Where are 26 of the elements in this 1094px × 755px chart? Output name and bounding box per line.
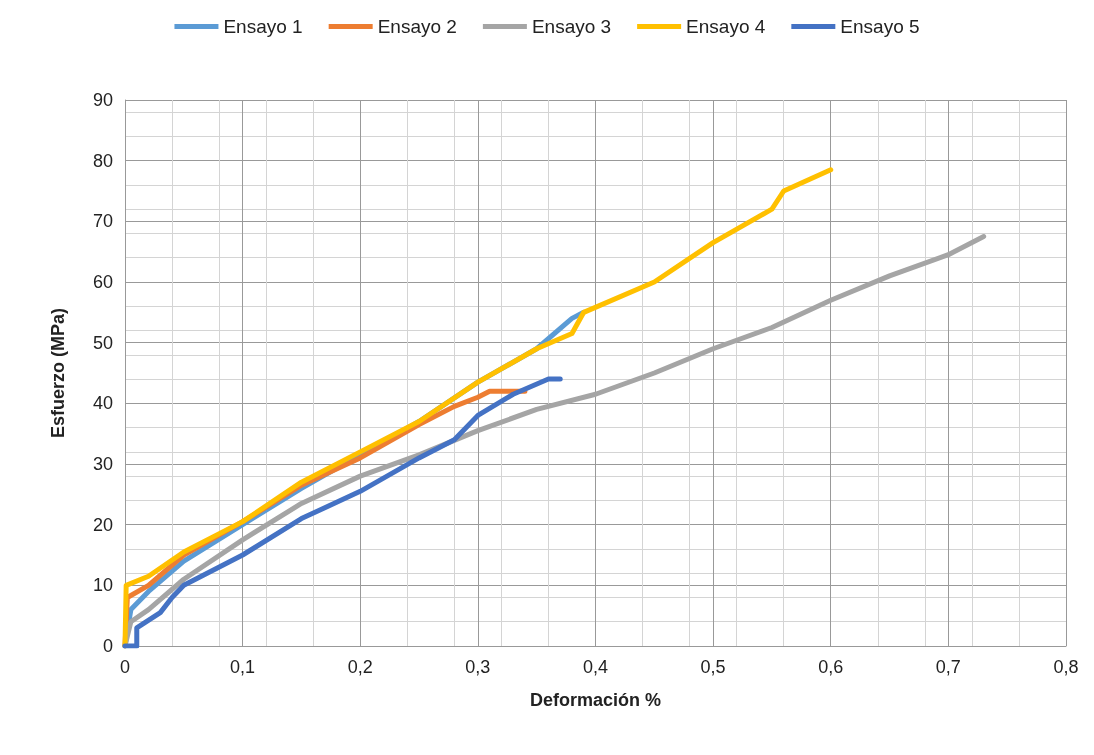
legend-label: Ensayo 3 (531, 16, 612, 37)
y-tick-label: 20 (92, 514, 113, 535)
x-tick-label: 0,8 (1053, 657, 1079, 677)
y-tick-label: 40 (92, 393, 113, 414)
y-axis-title: Esfuerzo (MPa) (48, 307, 68, 439)
y-tick-label: 70 (92, 211, 113, 232)
y-tick-label: 0 (102, 636, 113, 656)
y-tick-label: 80 (92, 150, 113, 171)
x-tick-label: 0,1 (230, 657, 256, 677)
y-tick-label: 60 (92, 272, 113, 292)
x-tick-label: 0,6 (818, 657, 844, 677)
x-tick-label: 0 (119, 657, 131, 677)
y-tick-label: 90 (92, 90, 113, 110)
x-tick-label: 0,2 (347, 657, 373, 677)
x-tick-label: 0,7 (935, 657, 961, 677)
legend-label: Ensayo 5 (840, 16, 920, 37)
x-tick-label: 0,5 (700, 657, 726, 677)
y-tick-label: 30 (92, 454, 113, 474)
y-tick-label: 10 (92, 575, 113, 596)
x-tick-label: 0,3 (465, 657, 491, 677)
legend-label: Ensayo 1 (223, 16, 303, 37)
legend-label: Ensayo 4 (686, 16, 766, 37)
legend-label: Ensayo 2 (377, 16, 457, 37)
y-tick-label: 50 (92, 332, 113, 353)
x-tick-label: 0,4 (582, 657, 609, 677)
x-axis-title: Deformación % (529, 690, 662, 710)
